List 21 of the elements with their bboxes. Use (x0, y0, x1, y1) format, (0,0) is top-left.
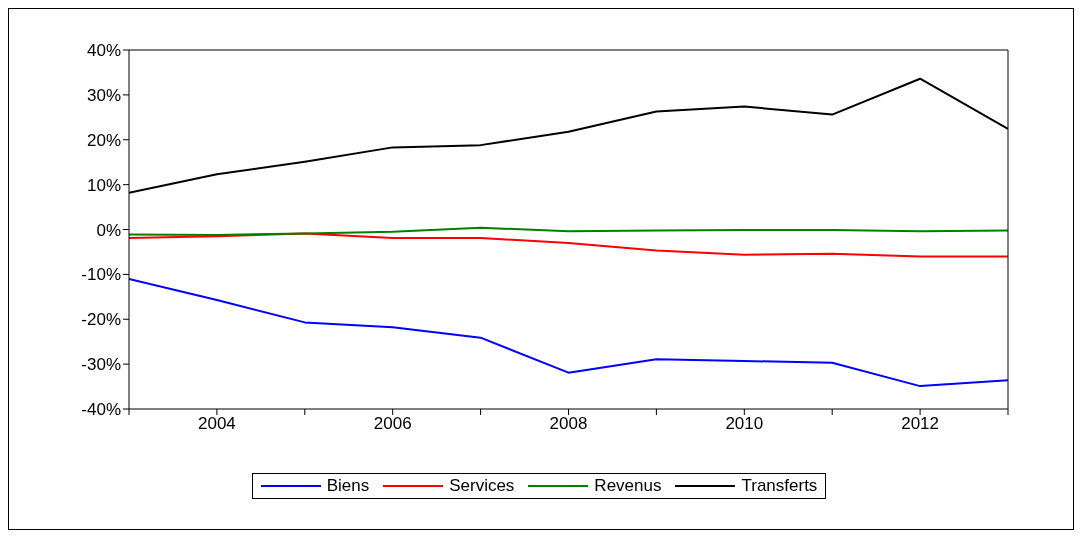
y-tick-label: 0% (96, 220, 121, 240)
y-tick-label: -10% (81, 265, 121, 285)
legend-label: Revenus (593, 476, 662, 496)
line-series (129, 226, 1008, 236)
y-tick-label: 20% (86, 130, 121, 150)
legend-label: Services (448, 476, 515, 496)
y-tick-label: -20% (81, 310, 121, 330)
y-tick-label: 40% (86, 41, 121, 61)
x-tick-label: 2010 (725, 414, 764, 434)
line-series (129, 277, 1008, 388)
x-tick-label: 2006 (373, 414, 412, 434)
x-tick-label: 2012 (901, 414, 940, 434)
line-series (129, 232, 1008, 258)
legend-label: Biens (325, 476, 370, 496)
y-tick-label: 30% (86, 85, 121, 105)
x-tick-label: 2004 (197, 414, 236, 434)
x-tick-label: 2008 (549, 414, 588, 434)
y-tick-label: 10% (86, 175, 121, 195)
y-tick-label: -30% (81, 355, 121, 375)
legend-label: Transferts (740, 476, 818, 496)
y-tick-label: -40% (81, 400, 121, 420)
